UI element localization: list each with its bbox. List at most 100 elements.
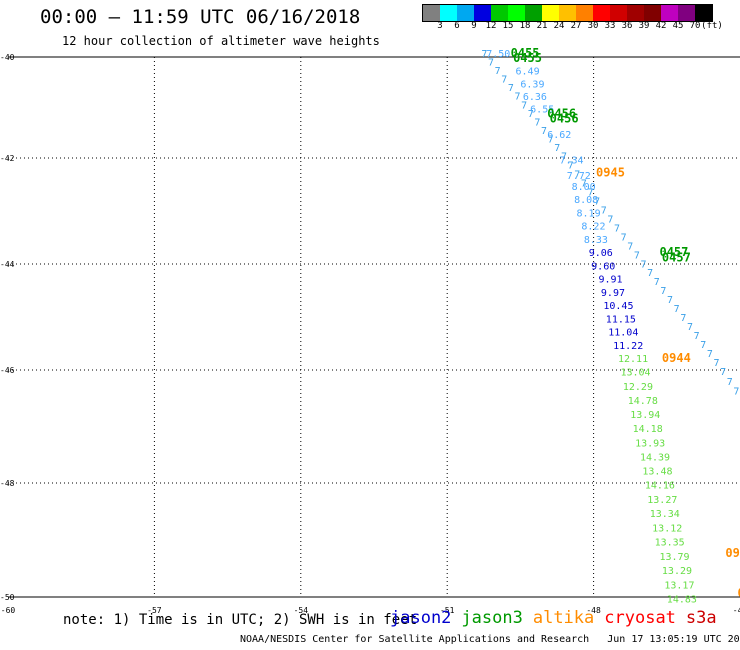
legend-label: 6 [454, 21, 460, 31]
legend-label: 18 [519, 21, 531, 31]
track-band-mark: 7 [660, 286, 666, 297]
swh-value-jason3: 14.83 [667, 595, 697, 606]
track-band-mark: 7 [541, 126, 547, 137]
legend-swatch [678, 5, 695, 21]
pass-time-label: 0457 [662, 250, 691, 264]
x-tick-label: -51 [440, 606, 455, 615]
track-band-mark: 7 [521, 100, 527, 111]
track-band-mark: 7 [587, 188, 593, 199]
legend-label: 36 [621, 21, 633, 31]
pass-time-label: 0945 [596, 166, 625, 180]
y-tick-label: -42 [0, 154, 15, 163]
track-band-mark: 7 [554, 143, 560, 154]
track-band-mark: 7 [707, 349, 713, 360]
track-band-mark: 7 [674, 304, 680, 315]
swh-value-jason3: 8.22 [581, 222, 605, 233]
swh-value-jason3: 13.29 [662, 566, 692, 577]
track-band-mark: 7 [515, 92, 521, 103]
units-note: note: 1) Time is in UTC; 2) SWH is in fe… [63, 612, 418, 628]
track-band-mark: 7 [528, 109, 534, 120]
satellite-jason2: jason2 [390, 608, 452, 628]
swh-value-jason2: 9.06 [589, 248, 613, 259]
swh-value-jason2: 11.15 [606, 314, 636, 325]
swh-value-jason3: 7.50 [486, 49, 510, 60]
swh-value-jason2: 9.97 [601, 288, 625, 299]
satellite-cryosat: cryosat [604, 608, 676, 628]
legend-label: 39 [638, 21, 650, 31]
legend-swatch [644, 5, 661, 21]
pass-time-label: 0944 [662, 351, 691, 365]
chart-subtitle: 12 hour collection of altimeter wave hei… [62, 34, 380, 48]
y-tick-label: -48 [0, 479, 15, 488]
legend-label: 70 [689, 21, 701, 31]
legend-swatch [627, 5, 644, 21]
track-band-mark: 7 [727, 377, 733, 388]
swh-value-jason2: 11.22 [613, 341, 643, 352]
swh-value-jason2: 9.60 [591, 261, 615, 272]
legend-swatch [661, 5, 678, 21]
swh-value-jason3: 7.34 [559, 155, 583, 166]
color-scale-labels: 3 6 9 12 15 18 21 24 27 30 33 36 39 42 45 70 (ft) [422, 21, 740, 33]
x-tick-label: -54 [294, 606, 309, 615]
pass-time-label: 0456 [547, 107, 576, 121]
track-band-mark: 7 [641, 259, 647, 270]
legend-swatch [491, 5, 508, 21]
swh-value-jason3: 6.49 [516, 67, 540, 78]
track-band-mark: 7 [594, 196, 600, 207]
swh-value-jason3: 8.19 [577, 208, 601, 219]
track-band-mark: 7 [501, 75, 507, 86]
legend-swatch [474, 5, 491, 21]
track-band-mark: 7 [713, 358, 719, 369]
swh-value-jason3: 6.39 [520, 79, 544, 90]
track-band-mark: 7 [667, 295, 673, 306]
color-scale-legend [422, 4, 713, 22]
track-band-mark: 7 [581, 179, 587, 190]
legend-label: 45 [672, 21, 684, 31]
swh-value-jason3: 13.48 [642, 467, 672, 478]
swh-value-jason3: 6.62 [547, 130, 571, 141]
swh-value-jason3: 14.78 [628, 396, 658, 407]
track-band-mark: 7 [700, 340, 706, 351]
satellite-jason3: jason3 [461, 608, 523, 628]
track-band-mark: 7 [607, 214, 613, 225]
swh-value-jason3: 13.94 [630, 410, 660, 421]
swh-value-jason3: 13.93 [635, 438, 665, 449]
swh-value-jason3: 13.27 [647, 495, 677, 506]
swh-value-jason2: 9.91 [598, 275, 622, 286]
track-band-mark: 7 [720, 367, 726, 378]
legend-label: 42 [655, 21, 667, 31]
legend-swatch [423, 5, 440, 21]
legend-label: 21 [536, 21, 548, 31]
legend-swatch [508, 5, 525, 21]
legend-label: 30 [587, 21, 599, 31]
legend-label: 15 [502, 21, 514, 31]
track-band-mark: 7 [733, 386, 739, 397]
track-band-mark: 7 [568, 161, 574, 172]
x-tick-label: -45 [733, 606, 740, 615]
legend-swatch [440, 5, 457, 21]
track-band-mark: 7 [548, 134, 554, 145]
swh-value-jason3: 6.36 [523, 92, 547, 103]
legend-swatch [542, 5, 559, 21]
track-band-mark: 7 [495, 66, 501, 77]
satellite-legend: jason2 jason3 altika cryosat s3a [390, 608, 727, 628]
satellite-altika: altika [532, 608, 595, 628]
swh-value-jason3: 13.17 [664, 580, 694, 591]
swh-value-jason3: 8.08 [574, 195, 598, 206]
swh-value-jason2: 10.45 [603, 301, 633, 312]
legend-label: 12 [485, 21, 497, 31]
x-tick-label: -48 [586, 606, 601, 615]
swh-value-jason3: 7.72 [567, 171, 591, 182]
track-band-mark: 7 [654, 277, 660, 288]
legend-label: 27 [570, 21, 582, 31]
track-band-mark: 7 [687, 322, 693, 333]
track-band-mark: 7 [488, 58, 494, 69]
swh-value-jason3: 13.04 [620, 368, 650, 379]
swh-value-jason3: 8.33 [584, 235, 608, 246]
pass-time-label: 094 [725, 546, 740, 560]
x-tick-label: -57 [147, 606, 162, 615]
chart-title: 00:00 – 11:59 UTC 06/16/2018 [40, 6, 361, 28]
track-band-mark: 7 [634, 250, 640, 261]
track-band-mark: 7 [647, 268, 653, 279]
track-band-mark: 7 [574, 170, 580, 181]
